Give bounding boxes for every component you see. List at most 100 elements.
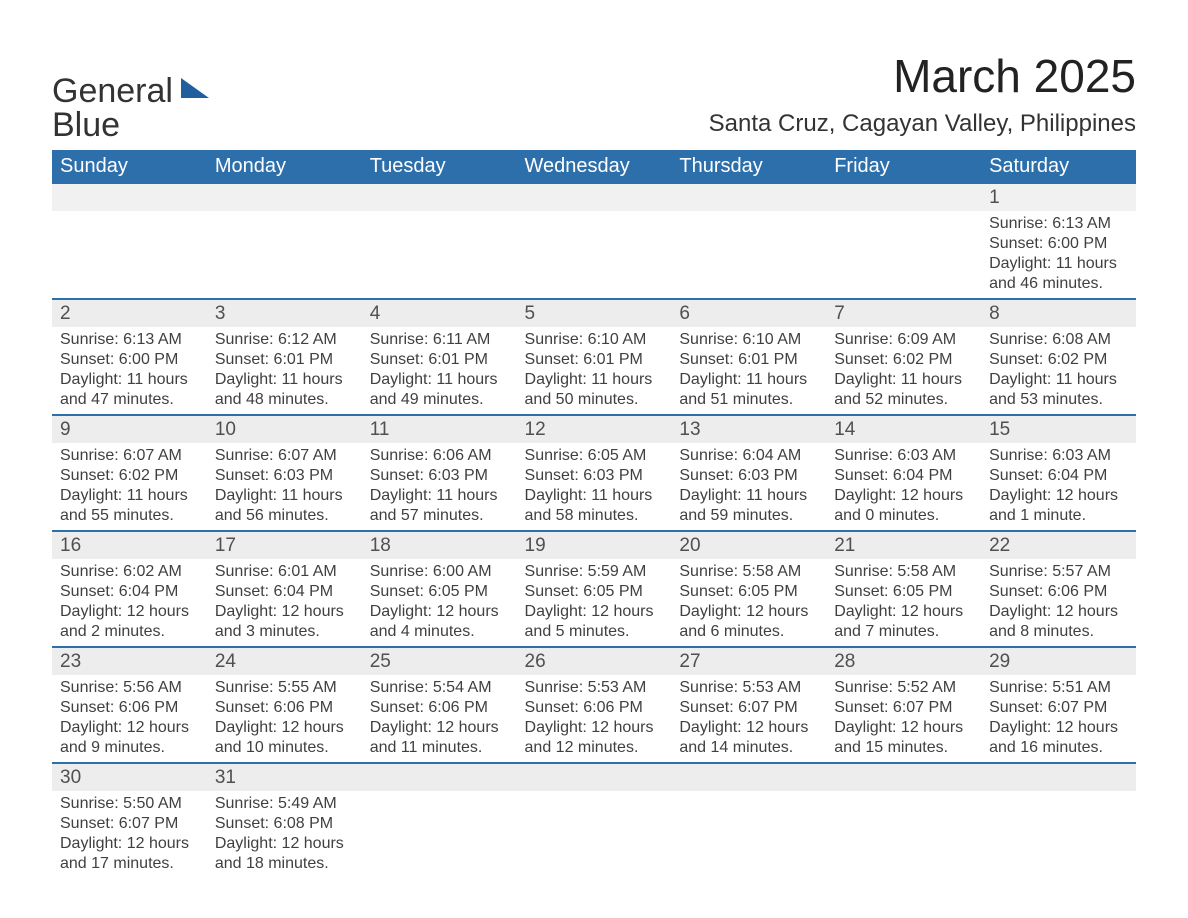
day-detail-cell [362,211,517,299]
sunrise-text: Sunrise: 5:53 AM [525,678,664,698]
day-number: 23 [60,651,81,672]
day-number: 16 [60,535,81,556]
sunrise-text: Sunrise: 6:02 AM [60,562,199,582]
day-number-cell: 12 [517,415,672,443]
day-detail-cell: Sunrise: 6:13 AMSunset: 6:00 PMDaylight:… [52,327,207,415]
daylight-text: Daylight: 12 hours and 1 minute. [989,486,1128,526]
day-number: 20 [679,535,700,556]
day-number: 27 [679,651,700,672]
day-detail-cell: Sunrise: 5:56 AMSunset: 6:06 PMDaylight:… [52,675,207,763]
day-number: 29 [989,651,1010,672]
sunset-text: Sunset: 6:06 PM [370,698,509,718]
daylight-text: Daylight: 11 hours and 55 minutes. [60,486,199,526]
day-detail-cell [671,791,826,878]
sunrise-text: Sunrise: 6:08 AM [989,330,1128,350]
day-number-cell: 26 [517,647,672,675]
sunrise-text: Sunrise: 5:52 AM [834,678,973,698]
day-number-cell [207,184,362,211]
day-number-cell: 15 [981,415,1136,443]
sunset-text: Sunset: 6:05 PM [370,582,509,602]
day-number-cell: 7 [826,299,981,327]
day-number: 31 [215,767,236,788]
day-detail-cell: Sunrise: 5:49 AMSunset: 6:08 PMDaylight:… [207,791,362,878]
sunset-text: Sunset: 6:02 PM [834,350,973,370]
day-number-cell: 23 [52,647,207,675]
sunrise-text: Sunrise: 6:05 AM [525,446,664,466]
day-number-cell [517,184,672,211]
day-detail-cell: Sunrise: 6:02 AMSunset: 6:04 PMDaylight:… [52,559,207,647]
sunset-text: Sunset: 6:08 PM [215,814,354,834]
title-block: March 2025 Santa Cruz, Cagayan Valley, P… [709,52,1136,138]
logo-triangle-icon [181,76,209,103]
day-number-cell: 13 [671,415,826,443]
day-number-cell [671,184,826,211]
sunset-text: Sunset: 6:07 PM [834,698,973,718]
day-number-cell: 9 [52,415,207,443]
day-number-cell: 8 [981,299,1136,327]
sunset-text: Sunset: 6:04 PM [989,466,1128,486]
weekday-header-row: Sunday Monday Tuesday Wednesday Thursday… [52,150,1136,184]
calendar-body: 1Sunrise: 6:13 AMSunset: 6:00 PMDaylight… [52,184,1136,878]
day-detail-cell: Sunrise: 6:05 AMSunset: 6:03 PMDaylight:… [517,443,672,531]
day-number-cell [362,763,517,791]
calendar-table: Sunday Monday Tuesday Wednesday Thursday… [52,150,1136,878]
sunrise-text: Sunrise: 6:06 AM [370,446,509,466]
detail-row: Sunrise: 6:02 AMSunset: 6:04 PMDaylight:… [52,559,1136,647]
weekday-header: Thursday [671,150,826,184]
daylight-text: Daylight: 11 hours and 58 minutes. [525,486,664,526]
day-number-cell: 25 [362,647,517,675]
day-number-cell: 18 [362,531,517,559]
daylight-text: Daylight: 12 hours and 3 minutes. [215,602,354,642]
day-detail-cell: Sunrise: 5:58 AMSunset: 6:05 PMDaylight:… [826,559,981,647]
detail-row: Sunrise: 6:13 AMSunset: 6:00 PMDaylight:… [52,211,1136,299]
sunset-text: Sunset: 6:03 PM [370,466,509,486]
day-number: 7 [834,303,845,324]
day-number-cell: 20 [671,531,826,559]
sunset-text: Sunset: 6:06 PM [989,582,1128,602]
weekday-header: Monday [207,150,362,184]
sunset-text: Sunset: 6:04 PM [60,582,199,602]
daylight-text: Daylight: 11 hours and 49 minutes. [370,370,509,410]
sunset-text: Sunset: 6:05 PM [679,582,818,602]
day-detail-cell: Sunrise: 5:58 AMSunset: 6:05 PMDaylight:… [671,559,826,647]
sunrise-text: Sunrise: 6:00 AM [370,562,509,582]
day-number: 30 [60,767,81,788]
day-detail-cell: Sunrise: 5:54 AMSunset: 6:06 PMDaylight:… [362,675,517,763]
day-number: 18 [370,535,391,556]
sunset-text: Sunset: 6:04 PM [215,582,354,602]
day-number: 1 [989,187,1000,208]
sunrise-text: Sunrise: 6:09 AM [834,330,973,350]
sunrise-text: Sunrise: 6:13 AM [60,330,199,350]
day-number: 9 [60,419,71,440]
sunset-text: Sunset: 6:06 PM [60,698,199,718]
day-number-cell [52,184,207,211]
sunset-text: Sunset: 6:00 PM [60,350,199,370]
day-number-cell: 29 [981,647,1136,675]
sunset-text: Sunset: 6:03 PM [679,466,818,486]
page-header: General Blue March 2025 Santa Cruz, Caga… [52,52,1136,142]
day-detail-cell: Sunrise: 5:52 AMSunset: 6:07 PMDaylight:… [826,675,981,763]
daylight-text: Daylight: 12 hours and 6 minutes. [679,602,818,642]
day-number: 6 [679,303,690,324]
sunset-text: Sunset: 6:04 PM [834,466,973,486]
day-detail-cell: Sunrise: 6:10 AMSunset: 6:01 PMDaylight:… [517,327,672,415]
sunrise-text: Sunrise: 6:13 AM [989,214,1128,234]
day-detail-cell: Sunrise: 6:12 AMSunset: 6:01 PMDaylight:… [207,327,362,415]
daynum-row: 30 31 [52,763,1136,791]
daylight-text: Daylight: 12 hours and 0 minutes. [834,486,973,526]
day-detail-cell: Sunrise: 6:04 AMSunset: 6:03 PMDaylight:… [671,443,826,531]
sunrise-text: Sunrise: 5:57 AM [989,562,1128,582]
day-number: 24 [215,651,236,672]
day-number: 2 [60,303,71,324]
location-subtitle: Santa Cruz, Cagayan Valley, Philippines [709,110,1136,138]
day-detail-cell: Sunrise: 6:01 AMSunset: 6:04 PMDaylight:… [207,559,362,647]
sunrise-text: Sunrise: 6:11 AM [370,330,509,350]
day-number-cell: 19 [517,531,672,559]
weekday-header: Wednesday [517,150,672,184]
day-detail-cell: Sunrise: 5:55 AMSunset: 6:06 PMDaylight:… [207,675,362,763]
detail-row: Sunrise: 5:50 AMSunset: 6:07 PMDaylight:… [52,791,1136,878]
sunrise-text: Sunrise: 6:03 AM [834,446,973,466]
day-number-cell: 1 [981,184,1136,211]
day-number-cell: 5 [517,299,672,327]
day-number: 13 [679,419,700,440]
